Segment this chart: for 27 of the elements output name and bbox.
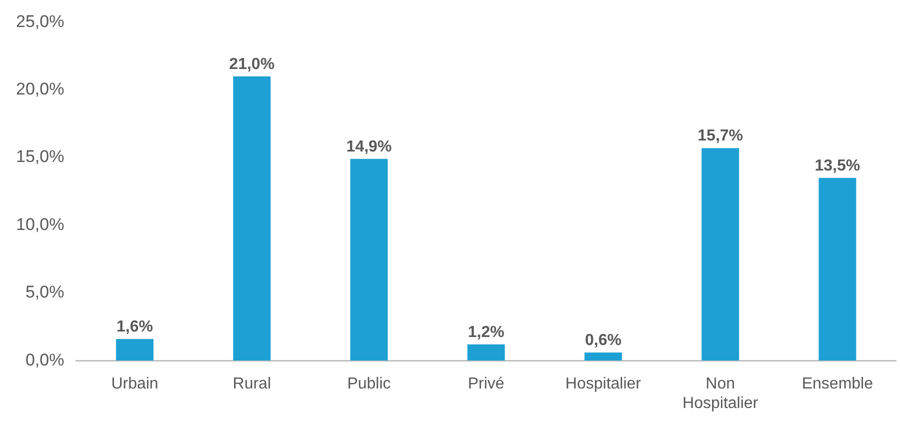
data-label: 15,7% — [698, 127, 744, 144]
y-tick-label: 15,0% — [16, 147, 64, 166]
bar — [467, 344, 505, 361]
x-tick-label: Urbain — [111, 376, 158, 393]
bar — [584, 352, 622, 361]
data-label: 1,6% — [116, 318, 153, 336]
y-tick-label: 0,0% — [25, 350, 64, 370]
data-label: 14,9% — [346, 138, 392, 156]
data-label: 21,0% — [229, 56, 275, 73]
x-tick-label: Privé — [468, 376, 504, 393]
bar — [233, 76, 271, 361]
x-tick-label: Rural — [232, 376, 271, 393]
bar — [818, 178, 856, 361]
y-tick-label: 5,0% — [25, 282, 64, 302]
data-label: 1,2% — [468, 324, 504, 341]
data-label: 13,5% — [814, 157, 860, 174]
data-label: 0,6% — [584, 332, 622, 349]
x-tick-label: Non Hospitalier — [682, 376, 759, 412]
y-tick-label: 20,0% — [16, 80, 64, 99]
bar — [702, 148, 740, 361]
x-tick-label: Hospitalier — [565, 376, 642, 393]
x-tick-label: Public — [347, 376, 391, 393]
x-tick-label: Ensemble — [802, 376, 874, 393]
y-tick-label: 10,0% — [16, 214, 64, 234]
bar — [116, 338, 154, 361]
bar — [350, 158, 388, 361]
y-tick-label: 25,0% — [16, 12, 64, 31]
